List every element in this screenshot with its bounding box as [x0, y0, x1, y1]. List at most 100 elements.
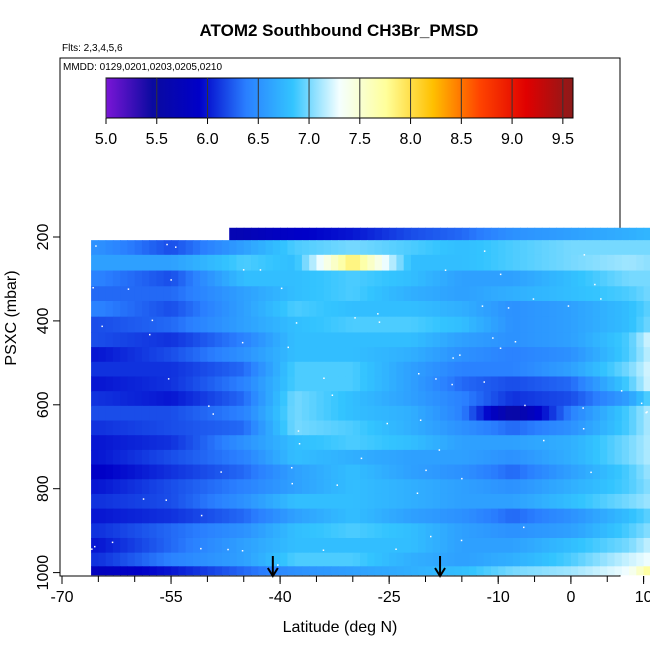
colorbar-ticks: 5.0 5.5 6.0 6.5 7.0 7.5 8.0 8.5 9.0 9.5 — [95, 78, 574, 148]
heatmap-cell — [592, 449, 601, 466]
y-tick-label: 600 — [35, 391, 52, 418]
heatmap-cell — [461, 361, 470, 378]
heatmap-cell — [185, 286, 194, 302]
heatmap-cell — [599, 523, 608, 539]
heatmap-cell — [425, 391, 434, 407]
heatmap-cell — [447, 347, 456, 363]
heatmap-cell — [265, 479, 274, 495]
heatmap-cell — [185, 332, 194, 348]
heatmap-cell — [243, 523, 252, 539]
heatmap-cell — [549, 493, 557, 510]
heatmap-cell — [570, 361, 579, 378]
heatmap-cell — [621, 300, 630, 318]
heatmap-cell — [599, 537, 608, 554]
heatmap-cell — [330, 405, 339, 422]
heatmap-cell — [629, 552, 637, 567]
heatmap-cell — [541, 566, 550, 576]
heatmap-cell — [287, 464, 296, 480]
heatmap-row — [229, 227, 650, 241]
gap-speck — [377, 313, 379, 315]
heatmap-cell — [592, 227, 601, 241]
heatmap-cell — [178, 254, 187, 272]
gap-speck — [291, 467, 293, 469]
heatmap-cell — [549, 347, 557, 363]
heatmap-cell — [396, 391, 405, 407]
heatmap-cell — [374, 464, 383, 480]
gap-speck — [438, 449, 441, 451]
heatmap-cell — [185, 254, 194, 272]
heatmap-cell — [570, 523, 579, 539]
heatmap-cell — [607, 552, 616, 567]
heatmap-cell — [454, 508, 463, 524]
heatmap-cell — [200, 286, 208, 302]
heatmap-cell — [134, 316, 143, 334]
heatmap-cell — [556, 479, 565, 495]
heatmap-cell — [563, 566, 572, 576]
heatmap-cell — [381, 566, 390, 576]
heatmap-cell — [410, 254, 419, 272]
heatmap-cell — [549, 420, 557, 436]
heatmap-cell — [185, 300, 194, 318]
heatmap-cell — [229, 508, 238, 524]
heatmap-cell — [171, 464, 179, 480]
heatmap-cell — [91, 300, 99, 318]
heatmap-cell — [374, 420, 383, 436]
heatmap-cell — [461, 254, 470, 272]
heatmap-cell — [156, 464, 165, 480]
heatmap-cell — [469, 464, 477, 480]
heatmap-cell — [149, 240, 158, 256]
heatmap-cell — [156, 391, 165, 407]
heatmap-cell — [563, 286, 572, 302]
heatmap-cell — [592, 391, 601, 407]
gap-speck — [378, 321, 381, 323]
heatmap-cell — [287, 270, 296, 287]
heatmap-cell — [141, 300, 150, 318]
heatmap-cell — [360, 347, 368, 363]
heatmap-cell — [287, 376, 296, 392]
heatmap-cell — [91, 240, 99, 256]
heatmap-cell — [563, 493, 572, 510]
heatmap-cell — [490, 391, 499, 407]
heatmap-cell — [549, 449, 557, 466]
heatmap-cell — [178, 493, 187, 510]
heatmap-cell — [527, 493, 536, 510]
heatmap-cell — [570, 316, 579, 334]
heatmap-cell — [91, 332, 99, 348]
heatmap-cell — [105, 316, 114, 334]
heatmap-cell — [432, 254, 441, 272]
heatmap-cell — [549, 227, 557, 241]
heatmap-cell — [454, 347, 463, 363]
heatmap-cell — [178, 270, 187, 287]
heatmap-cell — [352, 361, 361, 378]
heatmap-cell — [374, 347, 383, 363]
gap-speck — [499, 347, 502, 349]
heatmap-cell — [614, 227, 623, 241]
heatmap-cell — [520, 376, 528, 392]
heatmap-cell — [301, 552, 310, 567]
heatmap-cell — [440, 435, 448, 451]
y-tick-label: 800 — [35, 475, 52, 502]
heatmap-cell — [541, 300, 550, 318]
heatmap-cell — [163, 537, 172, 554]
heatmap-cell — [512, 479, 521, 495]
heatmap-cell — [585, 361, 594, 378]
heatmap-cell — [316, 254, 325, 272]
heatmap-cell — [280, 537, 288, 554]
heatmap-cell — [527, 361, 536, 378]
heatmap-cell — [374, 523, 383, 539]
heatmap-cell — [214, 361, 223, 378]
heatmap-cell — [221, 523, 230, 539]
heatmap-cell — [200, 270, 208, 287]
heatmap-cell — [599, 227, 608, 241]
heatmap-cell — [621, 376, 630, 392]
heatmap-cell — [214, 420, 223, 436]
heatmap-cell — [301, 300, 310, 318]
heatmap-cell — [403, 449, 412, 466]
heatmap-cell — [585, 523, 594, 539]
heatmap-cell — [643, 464, 650, 480]
heatmap-cell — [221, 435, 230, 451]
x-tick-label: 0 — [566, 589, 575, 606]
heatmap-cell — [316, 523, 325, 539]
heatmap-cell — [272, 479, 281, 495]
heatmap-cell — [461, 300, 470, 318]
